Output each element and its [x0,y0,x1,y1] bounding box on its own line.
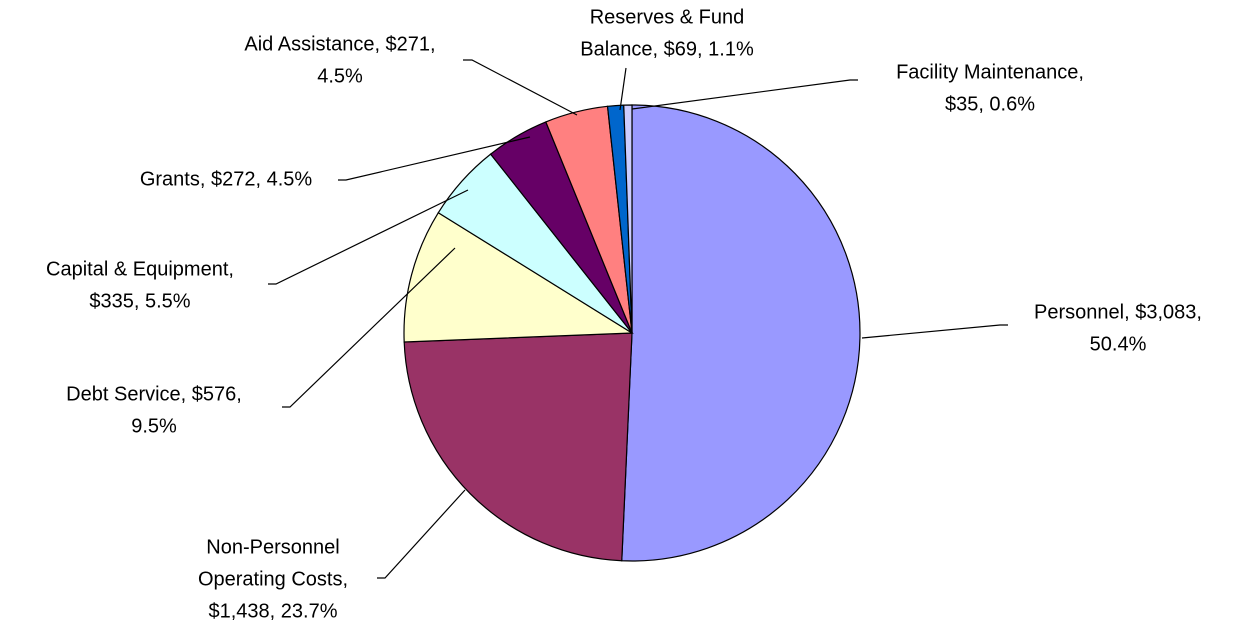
slice-label: Aid Assistance, $271, [244,33,435,55]
slice-label: Operating Costs, [198,568,348,590]
pie-slice [403,211,634,343]
leader-line [631,79,858,110]
slice-label: Personnel, $3,083, [1034,301,1202,323]
slice-label: Capital & Equipment, [46,258,234,280]
slice-label: Grants, $272, 4.5% [140,168,313,190]
slice-label: Reserves & Fund [590,6,745,28]
leader-line [619,67,627,111]
slice-label: $1,438, 23.7% [209,600,338,622]
slice-label: 4.5% [317,65,363,87]
leader-line [861,324,1008,339]
leader-line [338,136,531,181]
leader-line [268,189,469,285]
slice-label: Facility Maintenance, [896,61,1084,83]
leader-line [463,59,578,116]
pie-slice [623,104,633,334]
slice-label: $335, 5.5% [89,290,190,312]
leader-line [377,489,466,579]
slice-label: 9.5% [131,415,177,437]
pie-slice [403,332,633,562]
pie-slice [621,104,861,562]
slice-label: $35, 0.6% [945,93,1035,115]
slice-label: Non-Personnel [206,536,339,558]
slice-label: Balance, $69, 1.1% [580,38,754,60]
slice-label: 50.4% [1090,333,1147,355]
slice-label: Debt Service, $576, [66,383,242,405]
leader-line [282,247,456,408]
